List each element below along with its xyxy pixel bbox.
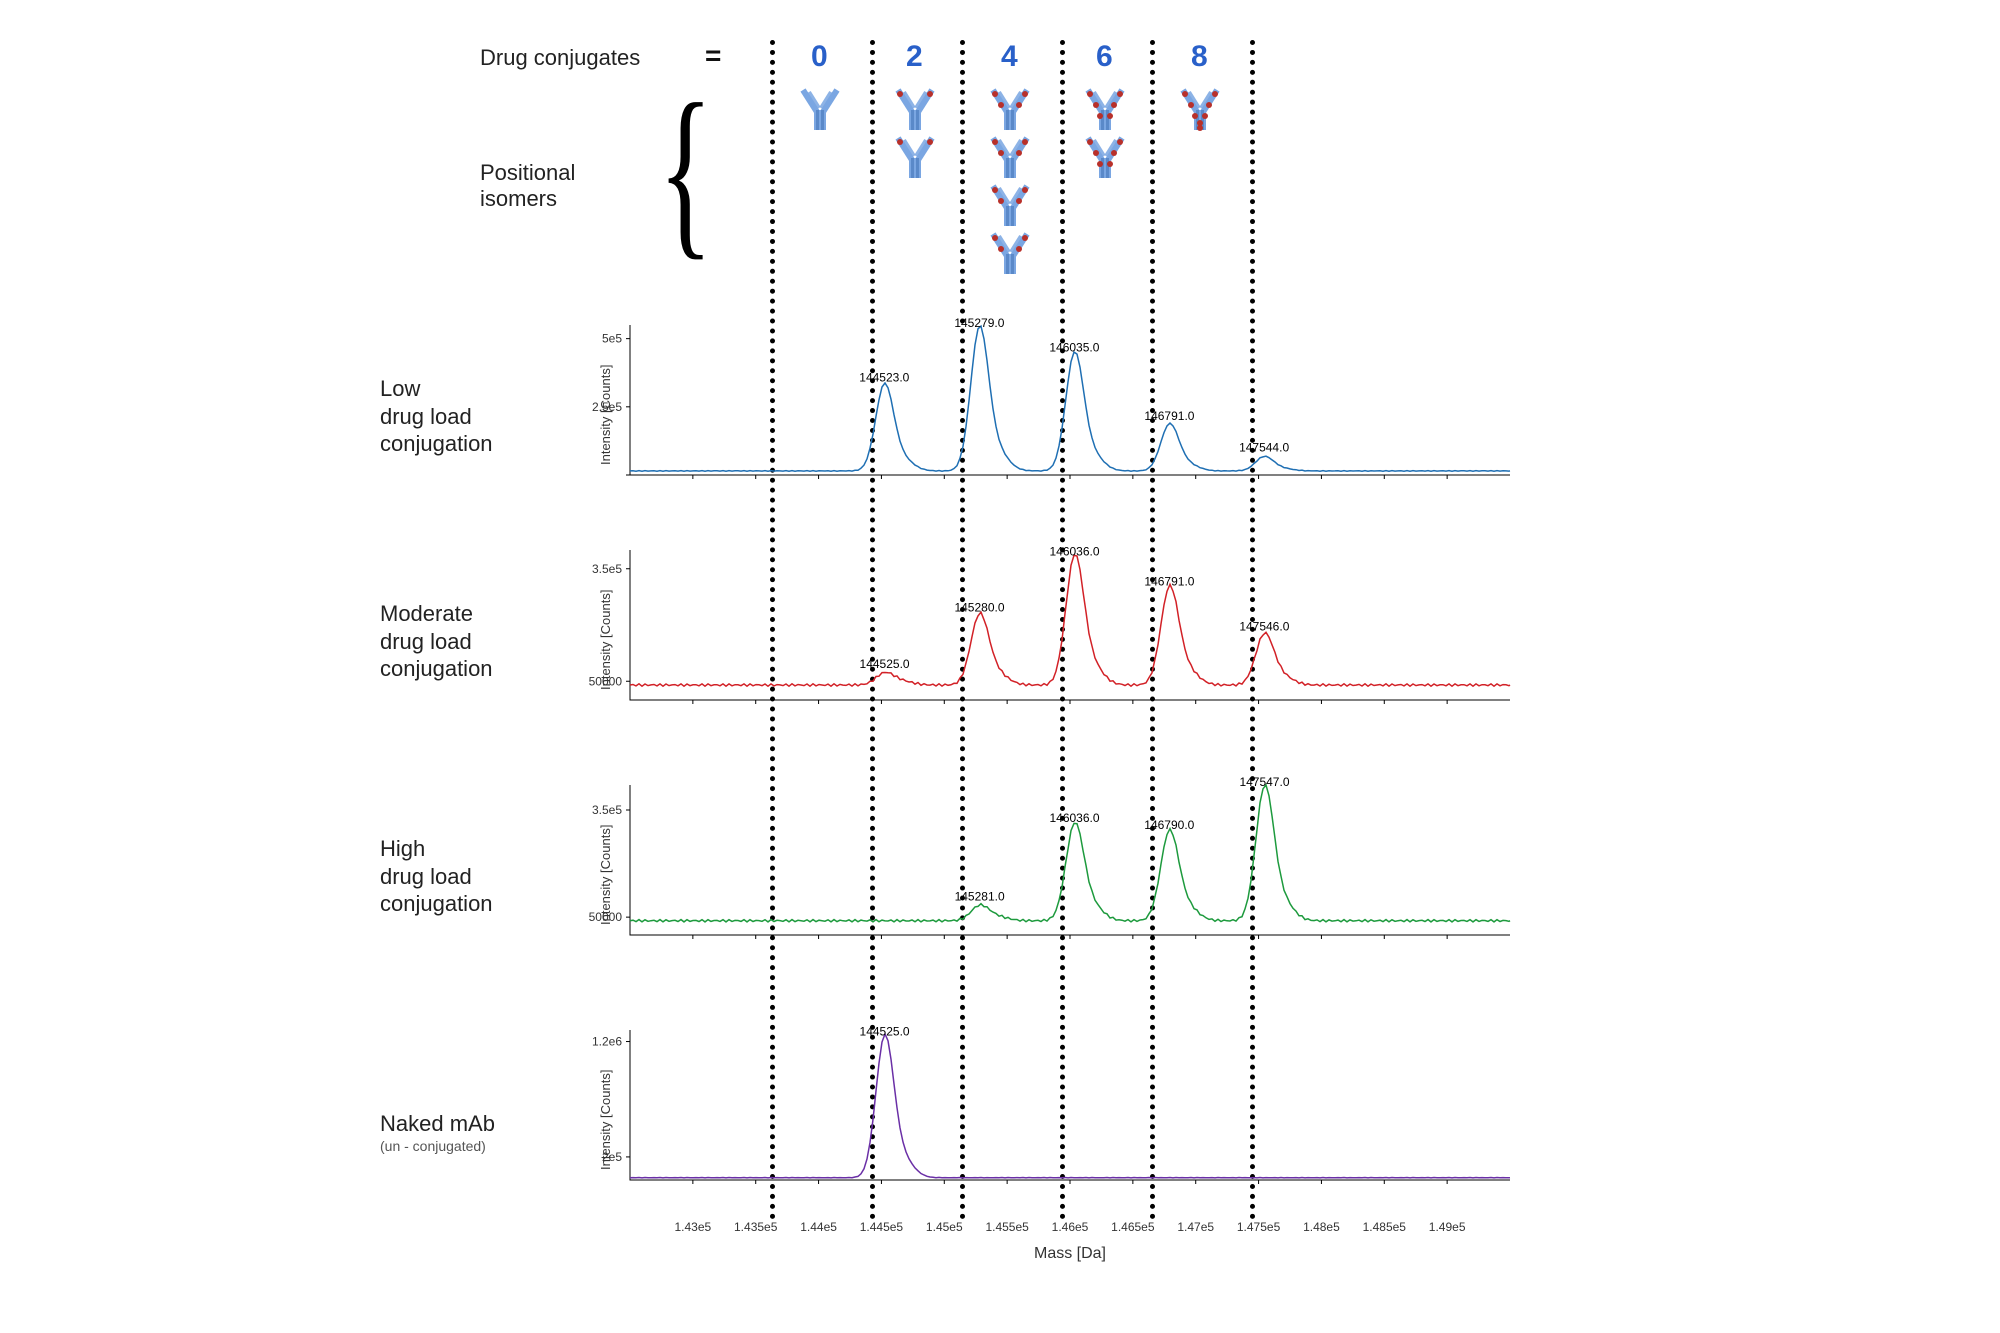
antibody-icon (985, 184, 1035, 228)
peak-label: 144525.0 (860, 657, 910, 671)
peak-label: 144523.0 (859, 371, 909, 385)
svg-text:50000: 50000 (589, 910, 623, 924)
spectrum-chart-high: 500003.5e5145281.0146036.0146790.0147547… (630, 775, 1510, 955)
spectrum-panel-low: Lowdrug loadconjugation Intensity [Counts… (380, 315, 1580, 505)
x-tick: 1.445e5 (860, 1220, 903, 1234)
x-tick: 1.44e5 (800, 1220, 837, 1234)
figure-root: Drug conjugates = Positionalisomers { 02… (380, 40, 1580, 1300)
spectrum-panel-moderate: Moderatedrug loadconjugationIntensity [C… (380, 540, 1580, 730)
spectrum-trace (630, 785, 1510, 922)
x-tick: 1.455e5 (985, 1220, 1028, 1234)
antibody-icon (795, 88, 845, 132)
antibody-icon (1080, 88, 1130, 132)
conjugate-count-6: 6 (1096, 40, 1113, 74)
x-tick: 1.43e5 (674, 1220, 711, 1234)
x-axis-label: Mass [Da] (630, 1245, 1510, 1310)
svg-text:5e5: 5e5 (602, 332, 622, 346)
panel-sublabel-naked: (un - conjugated) (380, 1138, 580, 1156)
svg-text:2e5: 2e5 (602, 1150, 622, 1164)
x-tick: 1.475e5 (1237, 1220, 1280, 1234)
x-tick: 1.435e5 (734, 1220, 777, 1234)
x-tick: 1.48e5 (1303, 1220, 1340, 1234)
antibody-icon (985, 232, 1035, 276)
conjugate-count-0: 0 (811, 40, 828, 74)
peak-label: 147546.0 (1239, 619, 1289, 633)
drug-conjugates-label: Drug conjugates (480, 45, 640, 71)
svg-text:50000: 50000 (589, 674, 623, 688)
peak-label: 146790.0 (1144, 818, 1194, 832)
antibody-icon (1175, 88, 1225, 132)
svg-text:3.5e5: 3.5e5 (592, 803, 622, 817)
antibody-icon (890, 88, 940, 132)
header-row: Drug conjugates = (380, 40, 1580, 80)
conjugate-count-2: 2 (906, 40, 923, 74)
antibody-grid (380, 88, 1580, 288)
y-axis-label: Intensity [Counts] (598, 365, 613, 465)
peak-label: 146035.0 (1049, 341, 1099, 355)
peak-label: 147547.0 (1239, 775, 1289, 789)
peak-label: 146791.0 (1144, 409, 1194, 423)
spectrum-chart-low: 2.5e55e5144523.0145279.0146035.0146791.0… (630, 315, 1510, 495)
spectrum-panel-naked: Naked mAb(un - conjugated)Intensity [Cou… (380, 1020, 1580, 1210)
peak-label: 145281.0 (955, 889, 1005, 903)
x-axis-ticks: 1.43e5 1.435e5 1.44e5 1.445e5 1.45e5 1.455e5 1… (630, 1220, 1510, 1240)
spectrum-panel-high: Highdrug loadconjugationIntensity [Count… (380, 775, 1580, 965)
spectrum-trace (630, 1034, 1510, 1178)
x-tick: 1.49e5 (1429, 1220, 1466, 1234)
panel-label-high: Highdrug loadconjugation (380, 835, 580, 918)
peak-label: 144525.0 (860, 1025, 910, 1039)
conjugate-count-8: 8 (1191, 40, 1208, 74)
peak-label: 146791.0 (1144, 574, 1194, 588)
peak-label: 147544.0 (1239, 440, 1289, 454)
x-tick: 1.465e5 (1111, 1220, 1154, 1234)
spectrum-trace (630, 555, 1510, 686)
peak-label: 145279.0 (954, 316, 1004, 330)
svg-text:2.5e5: 2.5e5 (592, 400, 622, 414)
spectrum-chart-naked: 2e51.2e6144525.0 (630, 1020, 1510, 1200)
x-tick: 1.485e5 (1363, 1220, 1406, 1234)
peak-label: 145280.0 (954, 601, 1004, 615)
x-tick: 1.45e5 (926, 1220, 963, 1234)
antibody-icon (1080, 136, 1130, 180)
antibody-icon (890, 136, 940, 180)
spectrum-chart-moderate: 500003.5e5144525.0145280.0146036.0146791… (630, 540, 1510, 720)
conjugate-count-4: 4 (1001, 40, 1018, 74)
peak-label: 146036.0 (1049, 544, 1099, 558)
panel-label-naked: Naked mAb(un - conjugated) (380, 1110, 580, 1155)
svg-text:3.5e5: 3.5e5 (592, 562, 622, 576)
svg-text:1.2e6: 1.2e6 (592, 1035, 622, 1049)
x-tick: 1.47e5 (1177, 1220, 1214, 1234)
antibody-icon (985, 136, 1035, 180)
antibody-icon (985, 88, 1035, 132)
x-tick: 1.46e5 (1052, 1220, 1089, 1234)
peak-label: 146036.0 (1049, 811, 1099, 825)
panel-label-low: Lowdrug loadconjugation (380, 375, 580, 458)
panel-label-moderate: Moderatedrug loadconjugation (380, 600, 580, 683)
